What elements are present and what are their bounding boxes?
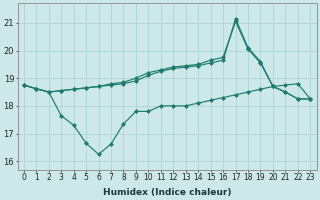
X-axis label: Humidex (Indice chaleur): Humidex (Indice chaleur) bbox=[103, 188, 231, 197]
